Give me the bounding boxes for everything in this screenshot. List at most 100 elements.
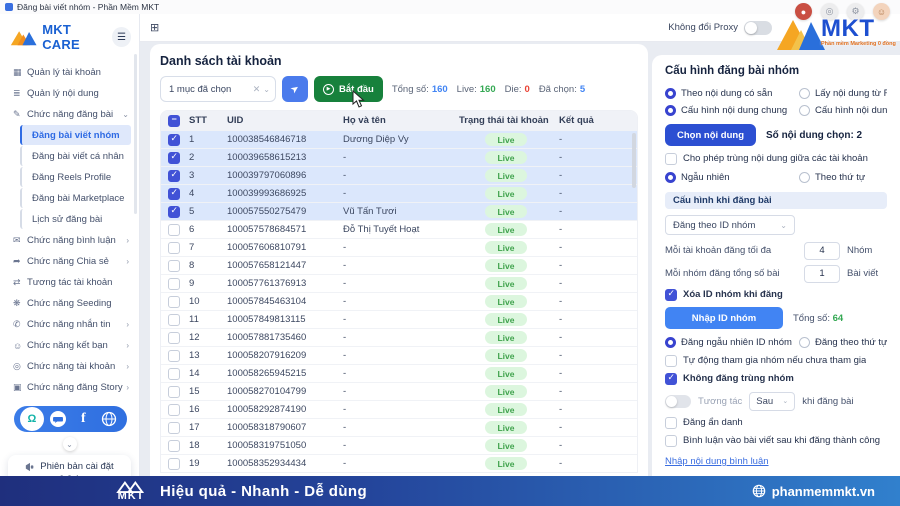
radio-option[interactable]: Cấu hình nội dung riêng: [799, 102, 887, 119]
max-per-account-input[interactable]: 4: [804, 241, 840, 260]
interact-timing-select[interactable]: Sau ⌄: [749, 391, 796, 411]
table-row[interactable]: 15 100058270104799 - Live -: [161, 382, 637, 400]
sidebar-item[interactable]: ☺ Chức năng kết bạn ›: [0, 335, 139, 356]
radio-option[interactable]: Đăng theo thứ tự: [799, 334, 887, 351]
globe-icon[interactable]: [99, 409, 119, 429]
anonymous-checkbox-row[interactable]: Đăng ẩn danh: [665, 415, 887, 430]
table-row[interactable]: 9 100057761376913 - Live -: [161, 274, 637, 292]
table-row[interactable]: 11 100057849813115 - Live -: [161, 310, 637, 328]
row-checkbox[interactable]: [161, 349, 187, 362]
table-row[interactable]: 10 100057845463104 - Live -: [161, 292, 637, 310]
sidebar-subitem[interactable]: Đăng Reels Profile: [20, 167, 131, 187]
row-checkbox[interactable]: [161, 205, 187, 218]
footer-website[interactable]: phanmemmkt.vn: [752, 484, 875, 499]
radio-option[interactable]: Lấy nội dung từ Facebook: [799, 85, 887, 102]
clear-selection-icon[interactable]: ✕: [252, 83, 261, 94]
remove-id-checkbox-row[interactable]: Xóa ID nhóm khi đăng: [665, 287, 887, 302]
row-checkbox[interactable]: [161, 223, 187, 236]
hamburger-menu-icon[interactable]: ☰: [112, 27, 131, 47]
table-row[interactable]: 19 100058352934434 - Live -: [161, 454, 637, 472]
enter-ids-button[interactable]: Nhập ID nhóm: [665, 307, 783, 329]
sidebar-item[interactable]: ◎ Chức năng tài khoản ›: [0, 356, 139, 377]
table-row[interactable]: 8 100057658121447 - Live -: [161, 256, 637, 274]
table-row[interactable]: 16 100058292874190 - Live -: [161, 400, 637, 418]
interact-toggle[interactable]: [665, 394, 691, 408]
sidebar-item[interactable]: ⇄ Tương tác tài khoản: [0, 272, 139, 293]
posts-per-group-input[interactable]: 1: [804, 264, 840, 283]
table-row[interactable]: 12 100057881735460 - Live -: [161, 328, 637, 346]
panel-layout-icon[interactable]: ⊞: [150, 22, 160, 34]
checkbox-icon[interactable]: [665, 416, 677, 429]
collapse-chevron-icon[interactable]: ⌄: [62, 437, 77, 451]
row-checkbox[interactable]: [161, 187, 187, 200]
sidebar-item[interactable]: ▦ Quản lý tài khoản: [0, 62, 139, 83]
table-row[interactable]: 4 100039993686925 - Live -: [161, 184, 637, 202]
row-checkbox[interactable]: [161, 421, 187, 434]
table-row[interactable]: 6 100057578684571 Đỗ Thị Tuyết Hoạt Live -: [161, 220, 637, 238]
table-row[interactable]: 3 100039797060896 - Live -: [161, 166, 637, 184]
radio-option[interactable]: Đăng ngẫu nhiên ID nhóm: [665, 334, 799, 351]
zalo-icon[interactable]: [48, 409, 68, 429]
row-checkbox[interactable]: [161, 151, 187, 164]
row-checkbox[interactable]: [161, 277, 187, 290]
auto-join-checkbox-row[interactable]: Tự động tham gia nhóm nếu chưa tham gia: [665, 353, 887, 368]
no-duplicate-group-checkbox-row[interactable]: Không đăng trùng nhóm: [665, 371, 887, 386]
sidebar-item[interactable]: ✆ Chức năng nhắn tin ›: [0, 314, 139, 335]
radio-option[interactable]: Ngẫu nhiên: [665, 169, 799, 186]
sidebar-subitem[interactable]: Đăng bài viết cá nhân: [20, 146, 131, 166]
avatar[interactable]: ☺: [873, 3, 890, 20]
support-chat-icon[interactable]: Ω: [21, 409, 42, 429]
radio-option[interactable]: Theo thứ tự: [799, 169, 887, 186]
row-checkbox[interactable]: [161, 313, 187, 326]
gear-icon[interactable]: ⚙: [847, 3, 864, 20]
table-row[interactable]: 13 100058207916209 - Live -: [161, 346, 637, 364]
facebook-icon[interactable]: f: [81, 411, 86, 426]
sidebar-subitem[interactable]: Đăng bài viết nhóm: [20, 125, 131, 145]
table-row[interactable]: 18 100058319751050 - Live -: [161, 436, 637, 454]
table-row[interactable]: 17 100058318790607 - Live -: [161, 418, 637, 436]
row-checkbox[interactable]: [161, 169, 187, 182]
checkbox-icon[interactable]: [665, 288, 677, 301]
sidebar-item[interactable]: ➦ Chức năng Chia sẻ ›: [0, 251, 139, 272]
checkbox-icon[interactable]: [665, 152, 677, 165]
radio-icon[interactable]: [665, 88, 676, 99]
row-checkbox[interactable]: [161, 457, 187, 470]
radio-icon[interactable]: [665, 172, 676, 183]
comment-content-link[interactable]: Nhập nội dung bình luận: [665, 456, 769, 467]
radio-icon[interactable]: [799, 172, 810, 183]
table-row[interactable]: 7 100057606810791 - Live -: [161, 238, 637, 256]
row-checkbox[interactable]: [161, 331, 187, 344]
table-row[interactable]: 1 100038546846718 Dương Diệp Vy Live -: [161, 130, 637, 148]
proxy-toggle[interactable]: [744, 20, 772, 35]
sidebar-item[interactable]: ▣ Chức năng đăng Story ›: [0, 377, 139, 398]
start-button[interactable]: ▶ Bắt đầu: [314, 76, 383, 102]
table-row[interactable]: 2 100039658615213 - Live -: [161, 148, 637, 166]
row-checkbox[interactable]: [161, 241, 187, 254]
radio-icon[interactable]: [665, 337, 676, 348]
sidebar-item[interactable]: ✉ Chức năng bình luận ›: [0, 230, 139, 251]
radio-icon[interactable]: [799, 105, 810, 116]
row-checkbox[interactable]: [161, 259, 187, 272]
row-checkbox[interactable]: [161, 367, 187, 380]
row-checkbox[interactable]: [161, 385, 187, 398]
sidebar-item[interactable]: ❋ Chức năng Seeding: [0, 293, 139, 314]
row-checkbox[interactable]: [161, 439, 187, 452]
sidebar-item[interactable]: ≣ Quản lý nội dung: [0, 83, 139, 104]
allow-duplicate-checkbox-row[interactable]: Cho phép trùng nội dung giữa các tài kho…: [665, 151, 887, 166]
checkbox-icon[interactable]: [665, 434, 677, 447]
choose-content-button[interactable]: Chọn nội dung: [665, 124, 757, 146]
radio-icon[interactable]: [665, 105, 676, 116]
sidebar-subitem[interactable]: Lịch sử đăng bài: [20, 209, 131, 229]
table-row[interactable]: 14 100058265945215 - Live -: [161, 364, 637, 382]
radio-icon[interactable]: [799, 88, 810, 99]
send-filter-button[interactable]: ➤: [282, 76, 308, 102]
sidebar-scrollbar[interactable]: [134, 54, 137, 214]
row-checkbox[interactable]: [161, 133, 187, 146]
post-mode-select[interactable]: Đăng theo ID nhóm ⌄: [665, 215, 795, 235]
radio-option[interactable]: Cấu hình nội dung chung: [665, 102, 799, 119]
radio-option[interactable]: Theo nội dung có sẵn: [665, 85, 799, 102]
table-row[interactable]: 5 100057550275479 Vũ Tấn Tươi Live -: [161, 202, 637, 220]
sidebar-subitem[interactable]: Đăng bài Marketplace: [20, 188, 131, 208]
target-icon[interactable]: ◎: [821, 3, 838, 20]
record-icon[interactable]: ●: [795, 3, 812, 20]
